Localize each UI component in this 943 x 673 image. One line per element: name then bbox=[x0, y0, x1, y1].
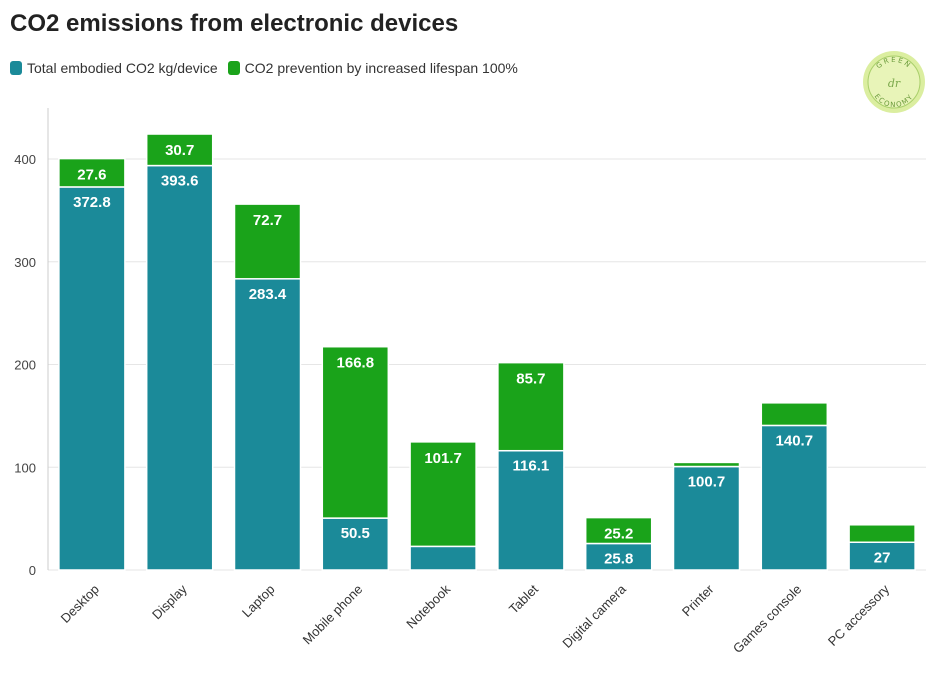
bar-prevention[interactable] bbox=[233, 203, 302, 280]
bar-prevention[interactable] bbox=[497, 361, 565, 452]
x-tick-label: PC accessory bbox=[825, 581, 893, 649]
data-label: 30.7 bbox=[165, 142, 194, 159]
data-label: 100.7 bbox=[688, 474, 726, 491]
bar-prevention[interactable] bbox=[409, 441, 477, 548]
legend-item-embodied[interactable]: Total embodied CO2 kg/device bbox=[10, 60, 218, 76]
bar-embodied[interactable] bbox=[584, 542, 653, 571]
bar-prevention[interactable] bbox=[672, 461, 741, 468]
data-label: 85.7 bbox=[516, 371, 545, 388]
bar-embodied[interactable] bbox=[321, 517, 390, 571]
y-axis: 0 100 200 300 400 bbox=[14, 108, 49, 578]
x-tick-label: Printer bbox=[679, 581, 717, 619]
legend-swatch-prevention bbox=[227, 61, 240, 75]
x-tick-label: Tablet bbox=[506, 581, 541, 616]
x-tick-label: Games console bbox=[730, 582, 804, 656]
legend-swatch-embodied bbox=[10, 61, 22, 75]
bar-prevention[interactable] bbox=[58, 157, 126, 188]
data-label: 393.6 bbox=[161, 173, 199, 190]
bar-embodied[interactable] bbox=[497, 449, 565, 571]
data-label: 27.6 bbox=[77, 167, 106, 184]
green-economy-logo: GREEN ECONOMY dr bbox=[863, 51, 925, 113]
data-label: 140.7 bbox=[776, 432, 814, 449]
data-label: 116.1 bbox=[513, 458, 550, 475]
bar-prevention[interactable] bbox=[584, 516, 653, 545]
x-tick-label: Laptop bbox=[239, 582, 278, 621]
x-tick-label: Display bbox=[149, 581, 190, 622]
x-tick-label: Desktop bbox=[58, 582, 102, 626]
data-label: 25.2 bbox=[604, 526, 633, 543]
data-label: 101.7 bbox=[424, 450, 462, 467]
logo-monogram: dr bbox=[888, 77, 901, 90]
y-tick-label: 400 bbox=[14, 152, 36, 167]
legend-label-embodied: Total embodied CO2 kg/device bbox=[27, 60, 218, 76]
x-tick-label: Digital camera bbox=[559, 581, 629, 651]
y-tick-label: 0 bbox=[29, 563, 36, 578]
bar-labels: 372.8 27.6 393.6 30.7 283.4 72.7 50.5 166.8 101.… bbox=[73, 142, 890, 567]
x-axis: Desktop Display Laptop Mobile phone Notebook… bbox=[58, 581, 893, 656]
legend-item-prevention[interactable]: CO2 prevention by increased lifespan 100… bbox=[227, 60, 518, 76]
x-tick-label: Notebook bbox=[403, 581, 453, 631]
bar-prevention[interactable] bbox=[321, 345, 390, 519]
bars bbox=[58, 133, 916, 571]
bar-prevention[interactable] bbox=[848, 524, 916, 544]
bar-prevention[interactable] bbox=[760, 402, 829, 427]
bar-embodied[interactable] bbox=[233, 278, 302, 571]
bar-embodied[interactable] bbox=[145, 164, 214, 571]
data-label: 27 bbox=[874, 549, 891, 566]
data-label: 25.8 bbox=[604, 550, 633, 567]
data-label: 283.4 bbox=[249, 286, 287, 303]
legend-label-prevention: CO2 prevention by increased lifespan 100… bbox=[244, 60, 518, 76]
chart-title: CO2 emissions from electronic devices bbox=[10, 10, 459, 37]
data-label: 72.7 bbox=[253, 212, 282, 229]
data-label: 372.8 bbox=[73, 194, 111, 211]
y-tick-label: 100 bbox=[14, 460, 36, 475]
data-label: 166.8 bbox=[337, 355, 375, 372]
bar-prevention[interactable] bbox=[145, 133, 214, 167]
legend: Total embodied CO2 kg/device CO2 prevent… bbox=[10, 60, 528, 76]
y-tick-label: 300 bbox=[14, 255, 36, 270]
x-tick-label: Mobile phone bbox=[300, 582, 366, 648]
bar-embodied[interactable] bbox=[58, 186, 126, 571]
y-tick-label: 200 bbox=[14, 358, 36, 373]
data-label: 50.5 bbox=[341, 525, 370, 542]
bar-embodied[interactable] bbox=[409, 545, 477, 571]
